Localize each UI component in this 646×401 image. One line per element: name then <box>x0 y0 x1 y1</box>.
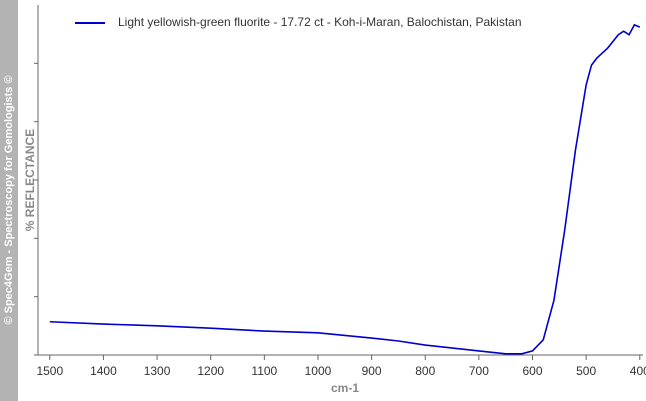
x-tick-label: 700 <box>469 364 489 378</box>
x-axis-label: cm-1 <box>331 381 359 395</box>
x-tick-label: 400 <box>630 364 646 378</box>
data-line <box>49 23 641 355</box>
x-tick-label: 1200 <box>197 364 224 378</box>
x-tick-label: 1000 <box>305 364 332 378</box>
x-tick-label: 1300 <box>144 364 171 378</box>
y-axis-label: % REFLECTANCE <box>23 129 37 231</box>
x-tick-label: 1500 <box>36 364 63 378</box>
x-tick-label: 1100 <box>251 364 277 378</box>
x-tick-label: 500 <box>576 364 596 378</box>
x-tick-label: 600 <box>522 364 542 378</box>
x-tick-label: 900 <box>362 364 382 378</box>
legend-label: Light yellowish-green fluorite - 17.72 c… <box>118 15 522 29</box>
x-tick-label: 1400 <box>90 364 117 378</box>
x-tick-label: 800 <box>415 364 435 378</box>
watermark-band <box>0 0 18 401</box>
watermark: © Spec4Gem - Spectroscopy for Gemologist… <box>3 75 15 324</box>
